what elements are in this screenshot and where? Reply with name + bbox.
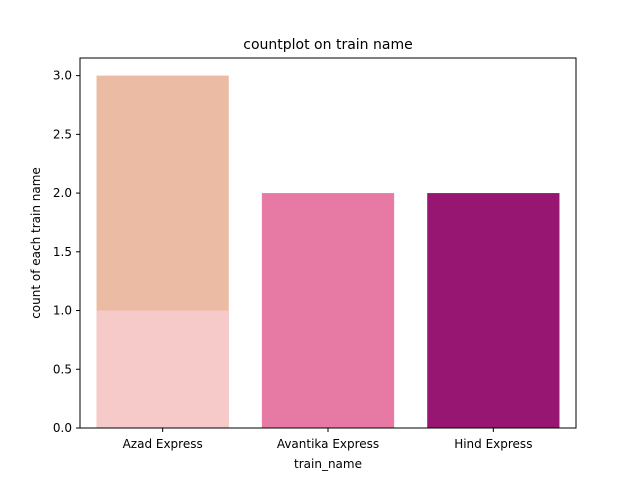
x-tick-label: Avantika Express: [277, 437, 379, 451]
bar-hind-express-3: [427, 193, 560, 428]
y-tick-label: 0.5: [53, 362, 72, 376]
x-tick-label: Azad Express: [123, 437, 203, 451]
y-tick-label: 2.0: [53, 186, 72, 200]
y-axis-label: count of each train name: [29, 167, 43, 319]
y-tick-label: 3.0: [53, 69, 72, 83]
x-axis-ticks: Azad Express Avantika Express Hind Express: [123, 428, 532, 451]
x-tick-label: Hind Express: [454, 437, 532, 451]
bar-azad-express-1: [96, 310, 229, 428]
y-tick-label: 1.5: [53, 245, 72, 259]
y-tick-label: 2.5: [53, 127, 72, 141]
x-axis-label: train_name: [294, 457, 362, 471]
y-tick-label: 0.0: [53, 421, 72, 435]
bar-avantika-express-2: [261, 193, 395, 428]
chart-title: countplot on train name: [243, 37, 412, 53]
bars-group: [96, 75, 560, 428]
y-tick-label: 1.0: [53, 304, 72, 318]
y-axis-ticks: 0.0 0.5 1.0 1.5 2.0 2.5 3.0: [53, 69, 80, 435]
